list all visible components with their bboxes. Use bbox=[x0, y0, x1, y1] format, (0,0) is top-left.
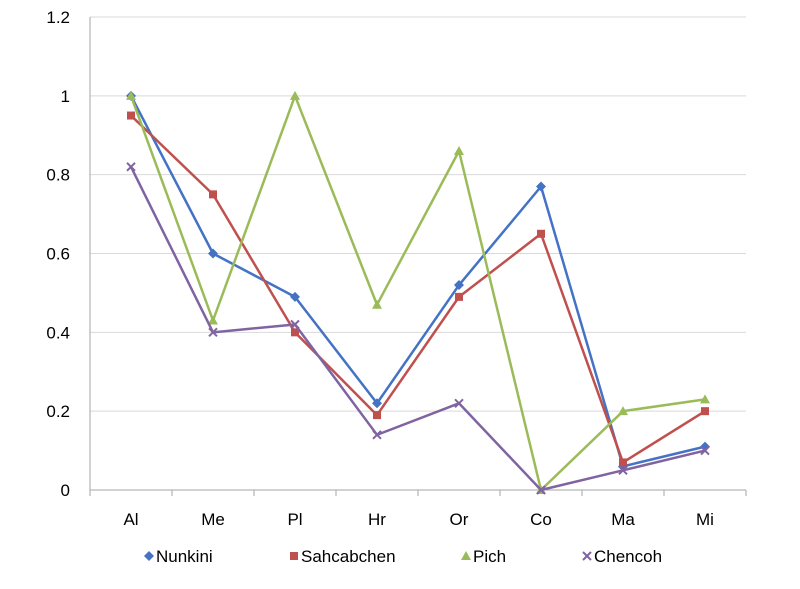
legend-item-chencoh: Chencoh bbox=[582, 547, 662, 566]
y-tick-label: 0.8 bbox=[46, 166, 70, 185]
series-line bbox=[129, 166, 706, 492]
data-point bbox=[290, 319, 300, 330]
x-tick-label: Or bbox=[450, 510, 469, 529]
x-tick-label: Al bbox=[123, 510, 138, 529]
y-tick-label: 1 bbox=[61, 87, 70, 106]
y-axis-ticks: 0 0.2 0.4 0.6 0.8 1 1.2 bbox=[46, 8, 70, 500]
x-tick-label: Mi bbox=[696, 510, 714, 529]
data-point bbox=[209, 190, 217, 199]
legend-label: Nunkini bbox=[156, 547, 213, 566]
legend-marker bbox=[144, 551, 154, 561]
data-point bbox=[208, 327, 218, 338]
data-point bbox=[126, 90, 136, 100]
legend: Nunkini Sahcabchen Pich Chencoh bbox=[144, 547, 662, 566]
legend-item-pich: Pich bbox=[461, 547, 506, 566]
data-point bbox=[700, 445, 710, 456]
data-point bbox=[208, 315, 218, 325]
x-tick-label: Hr bbox=[368, 510, 386, 529]
data-point bbox=[291, 328, 299, 337]
series-lines bbox=[126, 90, 710, 495]
series-line bbox=[129, 94, 706, 492]
data-point bbox=[208, 248, 218, 259]
legend-item-nunkini: Nunkini bbox=[144, 547, 213, 566]
data-point bbox=[618, 406, 628, 416]
data-point bbox=[373, 411, 381, 420]
y-tick-label: 0.6 bbox=[46, 245, 70, 264]
y-tick-label: 0 bbox=[61, 481, 70, 500]
series-pich bbox=[126, 90, 710, 494]
gridlines bbox=[90, 16, 746, 412]
legend-label: Chencoh bbox=[594, 547, 662, 566]
y-tick-label: 0.4 bbox=[46, 323, 70, 342]
data-point bbox=[700, 394, 710, 404]
data-point bbox=[537, 229, 545, 238]
series-line bbox=[130, 114, 706, 464]
data-point bbox=[701, 407, 709, 416]
data-point bbox=[290, 291, 300, 302]
x-tick-label: Me bbox=[201, 510, 225, 529]
legend-marker bbox=[582, 551, 592, 561]
data-point bbox=[619, 458, 627, 467]
data-point bbox=[454, 280, 464, 291]
x-axis-ticks: Al Me Pl Hr Or Co Ma Mi bbox=[89, 490, 747, 529]
data-point bbox=[372, 299, 382, 309]
data-point bbox=[290, 90, 300, 100]
x-tick-label: Co bbox=[530, 510, 552, 529]
legend-marker bbox=[290, 552, 298, 560]
series-chencoh bbox=[126, 162, 710, 495]
data-point bbox=[127, 111, 135, 120]
y-tick-label: 0.2 bbox=[46, 402, 70, 421]
data-point bbox=[372, 430, 382, 440]
legend-marker bbox=[461, 551, 471, 560]
data-point bbox=[536, 181, 546, 192]
legend-label: Sahcabchen bbox=[301, 547, 396, 566]
data-point bbox=[536, 485, 546, 495]
data-point bbox=[126, 162, 136, 172]
series-line bbox=[129, 95, 706, 468]
x-tick-label: Ma bbox=[611, 510, 635, 529]
legend-label: Pich bbox=[473, 547, 506, 566]
data-point bbox=[618, 465, 628, 475]
data-point bbox=[454, 146, 464, 156]
x-tick-label: Pl bbox=[287, 510, 302, 529]
y-tick-label: 1.2 bbox=[46, 8, 70, 27]
data-point bbox=[454, 398, 464, 408]
data-point bbox=[455, 292, 463, 301]
data-point bbox=[372, 398, 382, 409]
legend-item-sahcabchen: Sahcabchen bbox=[290, 547, 396, 566]
